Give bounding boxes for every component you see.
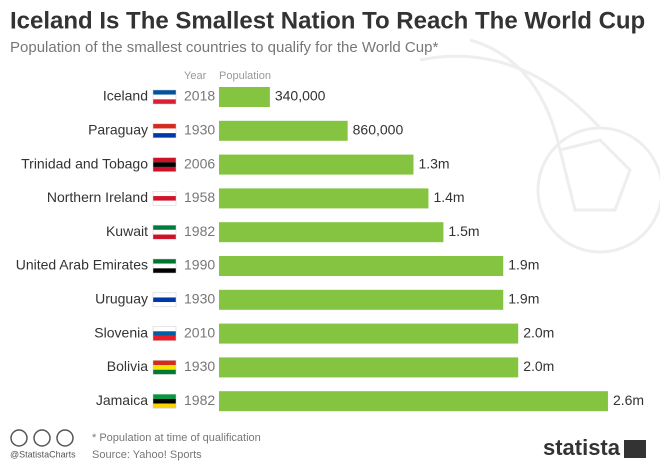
- handle: @StatistaCharts: [10, 449, 76, 459]
- value-label: 860,000: [353, 122, 404, 138]
- year-label: 1982: [184, 392, 215, 408]
- category-label: Trinidad and Tobago: [21, 155, 148, 171]
- bar: [219, 391, 608, 412]
- flag: [153, 196, 176, 201]
- year-label: 1930: [184, 122, 215, 138]
- category-label: Iceland: [103, 88, 148, 104]
- value-label: 2.6m: [613, 392, 644, 408]
- flag: [153, 200, 176, 206]
- flag: [153, 365, 176, 370]
- flag: [153, 302, 176, 307]
- year-label: 2018: [184, 88, 215, 104]
- flag: [153, 229, 176, 235]
- flag: [153, 331, 176, 336]
- flag: [153, 403, 176, 409]
- value-label: 340,000: [275, 88, 326, 104]
- year-label: 2010: [184, 324, 215, 340]
- flag: [153, 335, 176, 341]
- value-label: 1.9m: [508, 291, 539, 307]
- year-label: 1930: [184, 291, 215, 307]
- value-label: 1.3m: [418, 155, 449, 171]
- bar: [219, 256, 504, 276]
- flag: [153, 369, 176, 375]
- flag-border: [152, 326, 177, 341]
- flag: [153, 292, 176, 298]
- flag: [153, 398, 176, 404]
- flag: [153, 360, 176, 366]
- bar: [219, 120, 348, 141]
- category-label: Jamaica: [96, 392, 148, 408]
- column-header: Year: [184, 70, 207, 82]
- flag: [153, 162, 176, 167]
- flag-border: [152, 393, 177, 409]
- ball-decoration: [419, 38, 660, 254]
- category-label: Uruguay: [95, 291, 148, 307]
- flag: [153, 297, 176, 303]
- flag: [153, 128, 176, 134]
- bar: [219, 323, 519, 344]
- value-label: 2.0m: [523, 324, 554, 340]
- year-label: 1982: [184, 223, 215, 239]
- year-label: 1930: [184, 358, 215, 374]
- chart-title: Iceland Is The Smallest Nation To Reach …: [10, 7, 645, 34]
- flag: [153, 133, 176, 138]
- bar: [219, 154, 414, 175]
- category-label: United Arab Emirates: [16, 257, 148, 273]
- flag-border: [152, 123, 177, 139]
- flag: [153, 94, 176, 100]
- flag-border: [152, 292, 177, 308]
- flag: [153, 99, 176, 104]
- flag: [153, 234, 176, 240]
- chart-subtitle: Population of the smallest countries to …: [10, 39, 438, 56]
- year-label: 1990: [184, 257, 215, 273]
- column-header: Population: [219, 70, 271, 82]
- footnote: * Population at time of qualification: [92, 432, 261, 444]
- flag-border: [152, 224, 177, 240]
- bar: [219, 188, 429, 209]
- flag: [153, 394, 176, 399]
- value-label: 1.4m: [433, 189, 464, 205]
- flag-border: [152, 191, 177, 206]
- category-label: Kuwait: [106, 223, 148, 239]
- category-label: Paraguay: [88, 122, 148, 138]
- category-label: Northern Ireland: [47, 189, 148, 205]
- license-icons: [10, 429, 74, 447]
- flag: [153, 191, 176, 197]
- flag: [153, 326, 176, 332]
- flag: [153, 268, 176, 273]
- flag-border: [152, 157, 177, 172]
- value-label: 2.0m: [523, 358, 554, 374]
- source: Source: Yahoo! Sports: [92, 449, 202, 461]
- flag-border: [152, 89, 177, 105]
- brand-logo: [624, 440, 646, 458]
- flag: [153, 225, 176, 230]
- category-label: Bolivia: [107, 358, 148, 374]
- flag-border: [152, 360, 177, 375]
- flag: [153, 166, 176, 172]
- bar: [219, 289, 504, 310]
- bar: [219, 87, 270, 107]
- bar: [219, 222, 444, 243]
- year-label: 1958: [184, 189, 215, 205]
- flag: [153, 123, 176, 129]
- flag: [153, 90, 176, 95]
- category-label: Slovenia: [94, 324, 148, 340]
- value-label: 1.9m: [508, 257, 539, 273]
- flag: [153, 263, 176, 269]
- flag: [153, 259, 176, 264]
- value-label: 1.5m: [448, 223, 479, 239]
- brand: statista: [543, 435, 621, 460]
- flag-border: [152, 258, 177, 274]
- year-label: 2006: [184, 155, 215, 171]
- flag: [153, 157, 176, 163]
- bar: [219, 357, 519, 378]
